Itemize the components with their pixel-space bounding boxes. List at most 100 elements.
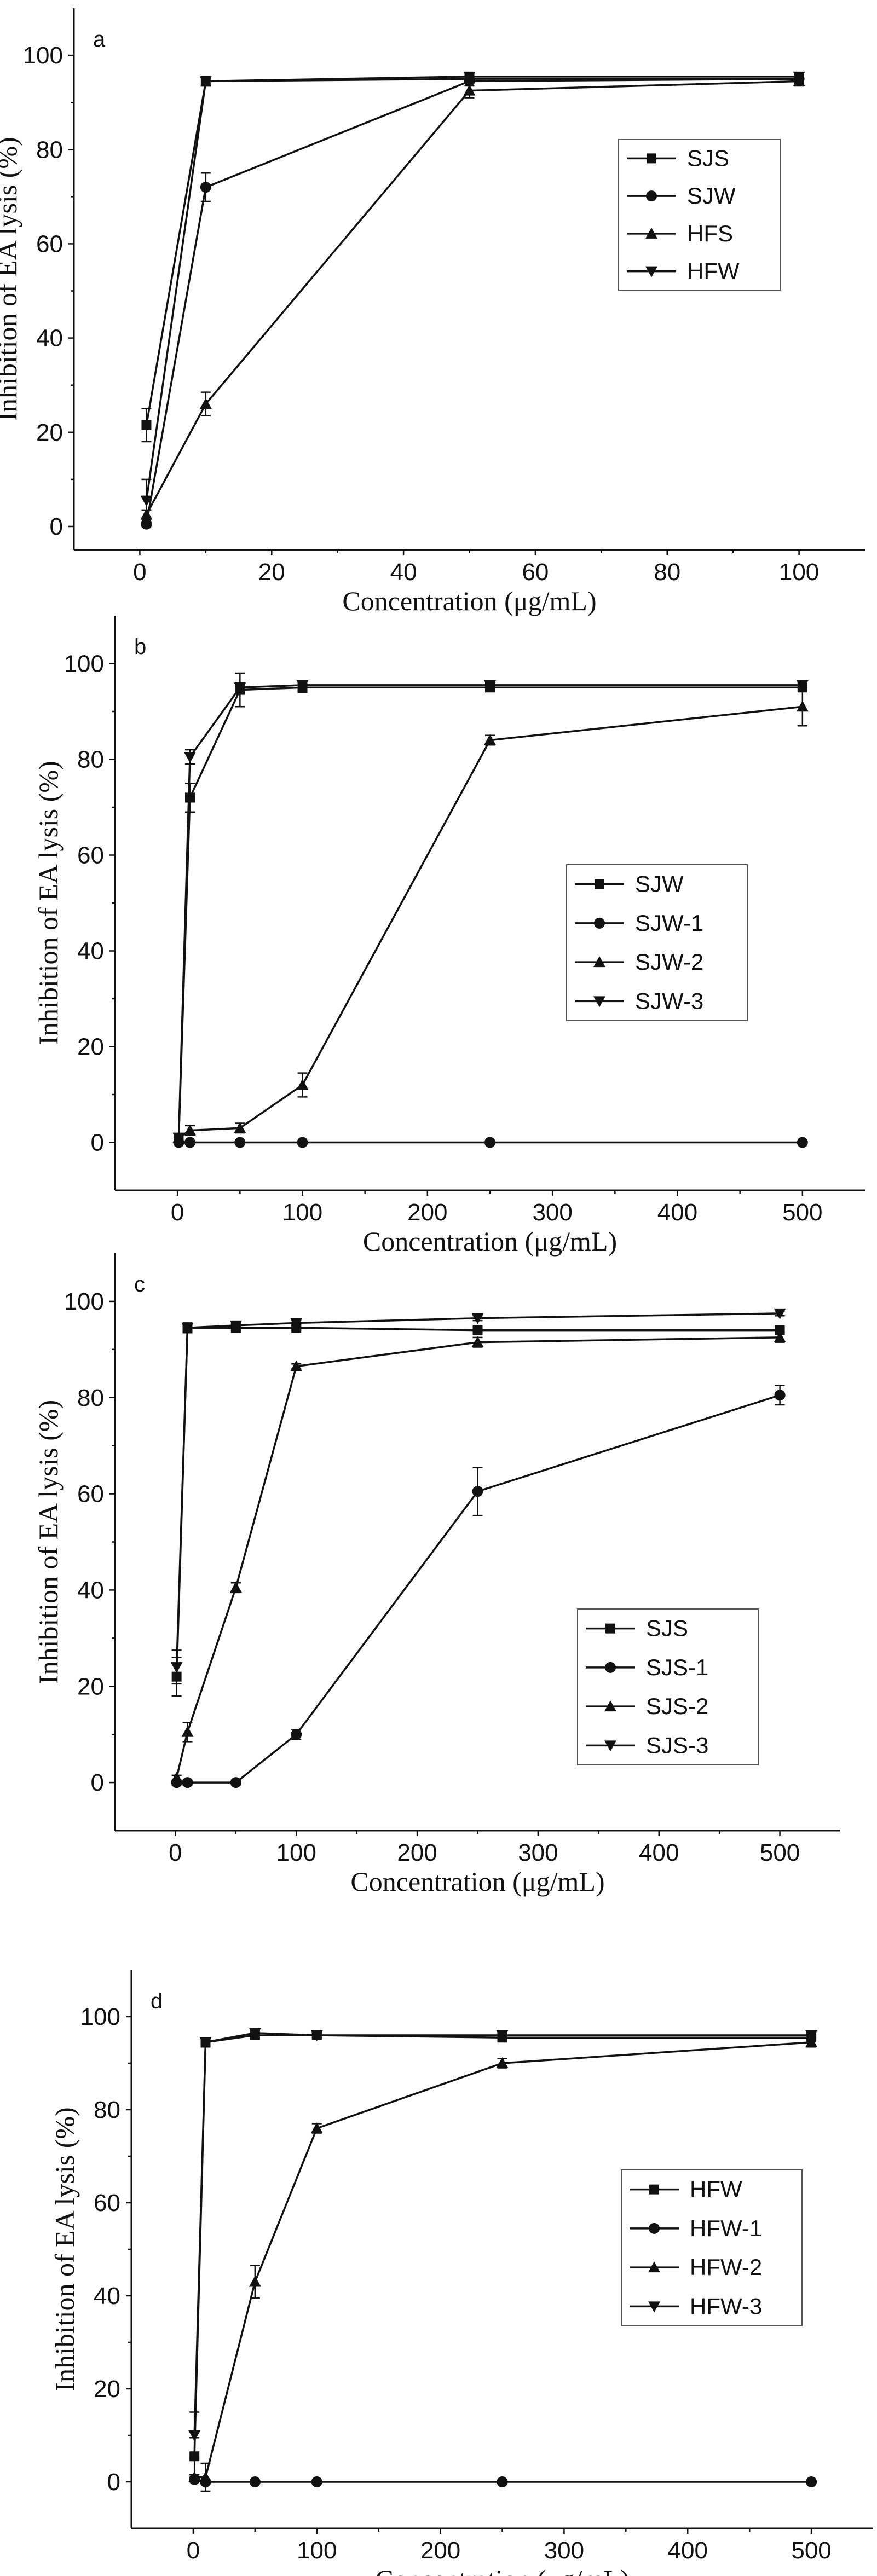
y-tick-label: 0 [107, 2469, 120, 2496]
chart-panel-c: 0 20 40 60 80 100 0 100 200 300 400 500 Concentratio… [33, 1253, 840, 1897]
chart-panel-d: 0 20 40 60 80 100 0 100 200 300 400 500 Concentratio… [49, 1970, 873, 2576]
data-point [805, 2036, 818, 2047]
data-point [181, 1726, 194, 1737]
data-point [310, 2122, 323, 2133]
data-point [463, 84, 476, 96]
data-point [472, 1486, 483, 1497]
legend-box [621, 2169, 803, 2326]
legend: SJS SJW HFS HFW [618, 139, 781, 291]
legend-marker [593, 956, 605, 968]
x-tick-label: 200 [397, 1839, 437, 1866]
data-point [774, 1331, 786, 1342]
x-tick-label: 200 [420, 2537, 460, 2564]
data-point [484, 680, 496, 691]
x-axis-label: Concentration (μg/mL) [350, 1866, 604, 1897]
series-line [145, 76, 799, 501]
x-tick-label: 500 [791, 2537, 831, 2564]
legend-box [566, 864, 748, 1021]
series-sjs-2 [170, 1331, 786, 1783]
legend-label: SJS-1 [646, 1654, 708, 1680]
y-tick-label: 0 [50, 513, 63, 540]
x-tick-label: 200 [407, 1199, 447, 1226]
x-tick-label: 500 [782, 1199, 822, 1226]
data-point [774, 1308, 786, 1319]
legend-marker [605, 1662, 616, 1673]
data-point [170, 1772, 183, 1783]
data-point [188, 2471, 201, 2482]
y-axis-label: Inhibition of EA lysis (%) [49, 2107, 80, 2391]
x-tick-label: 100 [779, 559, 819, 586]
y-tick-label: 80 [77, 1385, 104, 1411]
y-tick-label: 20 [77, 1673, 104, 1700]
data-point [774, 1390, 786, 1401]
data-point [182, 1777, 193, 1788]
data-point [806, 2476, 817, 2487]
data-point [188, 2430, 201, 2441]
data-point [805, 2030, 818, 2041]
x-tick-label: 300 [544, 2537, 584, 2564]
series-line [175, 1336, 780, 1778]
data-point [297, 1137, 308, 1148]
data-point [199, 2471, 212, 2482]
legend-label: SJW [635, 871, 684, 897]
legend-marker [646, 190, 657, 202]
series-sjw-1 [173, 1137, 808, 1148]
x-tick-label: 80 [654, 559, 680, 586]
y-tick-label: 40 [36, 325, 63, 352]
legend-marker [604, 1700, 616, 1712]
data-point [484, 734, 496, 745]
data-point [199, 2037, 212, 2048]
y-tick-label: 0 [91, 1130, 104, 1156]
data-point [793, 71, 805, 83]
series-line [145, 78, 799, 524]
data-point [141, 420, 152, 430]
data-point [484, 1137, 495, 1148]
y-tick-label: 40 [77, 938, 104, 965]
legend-label: SJW-3 [635, 988, 703, 1014]
legend-marker [595, 879, 604, 889]
data-point [234, 1122, 246, 1133]
legend-marker [645, 227, 657, 239]
x-tick-label: 300 [532, 1199, 572, 1226]
x-tick-label: 40 [390, 559, 417, 586]
y-tick-label: 60 [36, 230, 63, 257]
data-point [234, 1137, 246, 1148]
data-point [170, 1662, 183, 1674]
legend: SJS SJS-1 SJS-2 SJS-3 [577, 1608, 759, 1765]
series-hfw-1 [189, 2474, 817, 2487]
data-point [199, 76, 212, 88]
data-point [184, 752, 196, 763]
legend-marker [605, 1623, 615, 1634]
x-tick-label: 300 [518, 1839, 558, 1866]
legend-label: HFW-2 [690, 2254, 762, 2280]
legend-label: HFW [690, 2176, 742, 2202]
legend-marker [593, 996, 605, 1008]
panel-letter: d [151, 1989, 163, 2013]
legend-marker [645, 266, 657, 277]
x-tick-label: 60 [522, 559, 549, 586]
data-point [234, 682, 246, 694]
y-tick-label: 100 [64, 651, 104, 678]
legend-label: HFS [687, 221, 733, 246]
y-tick-label: 0 [91, 1769, 104, 1796]
data-point [172, 1132, 185, 1144]
data-point [184, 1137, 195, 1148]
series-line [145, 80, 799, 516]
y-tick-label: 40 [94, 2283, 120, 2309]
data-point [291, 1729, 302, 1740]
y-tick-label: 20 [36, 419, 63, 446]
legend-marker [647, 153, 656, 164]
legend-marker [594, 917, 605, 929]
y-tick-label: 80 [77, 746, 104, 773]
data-point [311, 2476, 322, 2487]
data-point [229, 1582, 242, 1593]
series-line [145, 78, 799, 426]
x-axis-label: Concentration (μg/mL) [342, 586, 596, 616]
legend-label: HFW-3 [690, 2293, 762, 2319]
x-tick-label: 400 [639, 1839, 679, 1866]
series-line [177, 684, 803, 1138]
y-axis-label: Inhibition of EA lysis (%) [33, 1400, 64, 1684]
legend-box [618, 139, 781, 291]
legend-label: HFW [687, 258, 740, 284]
